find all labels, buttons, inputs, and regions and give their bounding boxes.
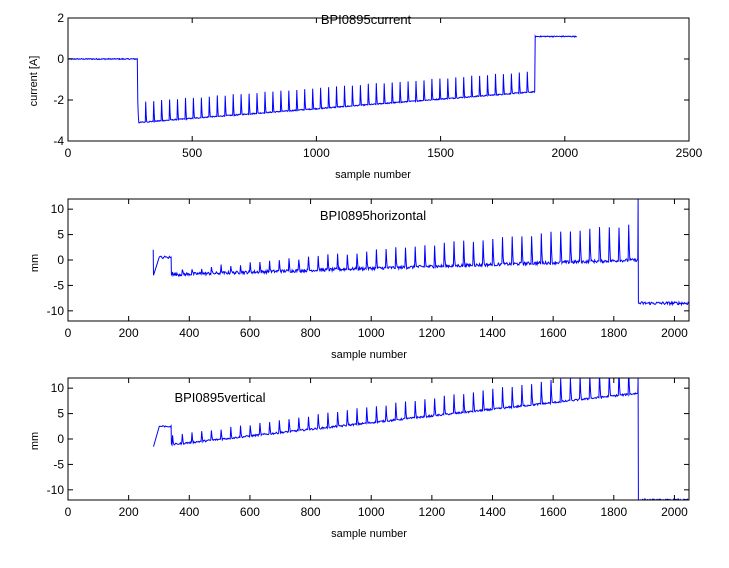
x-tick-label-vertical: 1600 bbox=[540, 505, 567, 519]
x-tick-label-vertical: 1000 bbox=[358, 505, 385, 519]
x-tick-label-current: 1500 bbox=[427, 146, 454, 160]
x-tick-label-current: 1000 bbox=[303, 146, 330, 160]
x-tick-label-vertical: 600 bbox=[240, 505, 260, 519]
y-tick-label-horizontal: 10 bbox=[51, 202, 65, 216]
axes-box-current bbox=[67, 17, 690, 142]
y-tick-label-current: -2 bbox=[53, 93, 64, 107]
chart-panel-current: BPI0895current sample number current [A] bbox=[28, 12, 412, 181]
x-tick-label-current: 500 bbox=[182, 146, 202, 160]
y-tick-label-vertical: -10 bbox=[47, 483, 65, 497]
y-tick-label-current: 2 bbox=[57, 11, 64, 25]
y-tick-label-horizontal: 5 bbox=[57, 228, 64, 242]
x-tick-label-horizontal: 1600 bbox=[540, 326, 567, 340]
y-tick-label-vertical: 0 bbox=[57, 432, 64, 446]
series-line-current bbox=[68, 34, 577, 124]
x-tick-label-current: 2000 bbox=[551, 146, 578, 160]
chart-title-horizontal: BPI0895horizontal bbox=[320, 208, 426, 223]
x-tick-label-horizontal: 200 bbox=[119, 326, 139, 340]
x-axis-label-horizontal: sample number bbox=[331, 349, 407, 361]
x-tick-label-horizontal: 800 bbox=[301, 326, 321, 340]
series-line-vertical bbox=[153, 378, 689, 500]
axes-box-vertical bbox=[67, 377, 690, 501]
x-tick-label-vertical: 200 bbox=[119, 505, 139, 519]
y-tick-label-horizontal: -10 bbox=[47, 304, 65, 318]
chart-title-current: BPI0895current bbox=[321, 12, 412, 27]
x-tick-label-horizontal: 0 bbox=[65, 326, 72, 340]
y-axis-label-vertical: mm bbox=[29, 432, 41, 450]
series-line-horizontal bbox=[152, 199, 689, 307]
plot-area-horizontal: 0 200 400 600 800 1000 1200 1400 1600 1800 2000 -10… bbox=[47, 198, 690, 340]
y-tick-label-vertical: 5 bbox=[57, 407, 64, 421]
y-tick-label-horizontal: 0 bbox=[57, 253, 64, 267]
y-tick-label-horizontal: -5 bbox=[53, 278, 64, 292]
x-tick-label-vertical: 800 bbox=[301, 505, 321, 519]
plot-area-vertical: 0 200 400 600 800 1000 1200 1400 1600 1800 2000 -10… bbox=[47, 377, 690, 519]
x-tick-label-horizontal: 1000 bbox=[358, 326, 385, 340]
plot-area-current: 0 500 1000 1500 2000 2500 -4 -2 0 2 bbox=[53, 11, 702, 160]
x-tick-label-vertical: 400 bbox=[179, 505, 199, 519]
x-axis-label-current: sample number bbox=[335, 169, 411, 181]
x-tick-label-vertical: 1400 bbox=[479, 505, 506, 519]
chart-panel-horizontal: BPI0895horizontal sample number mm bbox=[29, 208, 426, 361]
y-tick-label-current: 0 bbox=[57, 52, 64, 66]
x-tick-label-vertical: 2000 bbox=[661, 505, 688, 519]
x-tick-label-horizontal: 1200 bbox=[419, 326, 446, 340]
chart-title-vertical: BPI0895vertical bbox=[174, 390, 265, 405]
y-tick-label-vertical: 10 bbox=[51, 381, 65, 395]
x-tick-label-vertical: 1800 bbox=[600, 505, 627, 519]
x-tick-label-horizontal: 600 bbox=[240, 326, 260, 340]
y-tick-label-current: -4 bbox=[53, 134, 64, 148]
chart-panel-vertical: BPI0895vertical sample number mm bbox=[29, 390, 407, 540]
x-tick-label-horizontal: 1400 bbox=[479, 326, 506, 340]
y-axis-label-horizontal: mm bbox=[29, 254, 41, 272]
x-tick-label-horizontal: 1800 bbox=[600, 326, 627, 340]
x-tick-label-vertical: 0 bbox=[65, 505, 72, 519]
x-tick-label-current: 0 bbox=[65, 146, 72, 160]
x-axis-label-vertical: sample number bbox=[331, 528, 407, 540]
y-tick-label-vertical: -5 bbox=[53, 457, 64, 471]
y-axis-label-current: current [A] bbox=[28, 56, 40, 107]
x-tick-label-horizontal: 400 bbox=[179, 326, 199, 340]
x-tick-label-vertical: 1200 bbox=[419, 505, 446, 519]
x-tick-label-horizontal: 2000 bbox=[661, 326, 688, 340]
x-tick-label-current: 2500 bbox=[676, 146, 703, 160]
